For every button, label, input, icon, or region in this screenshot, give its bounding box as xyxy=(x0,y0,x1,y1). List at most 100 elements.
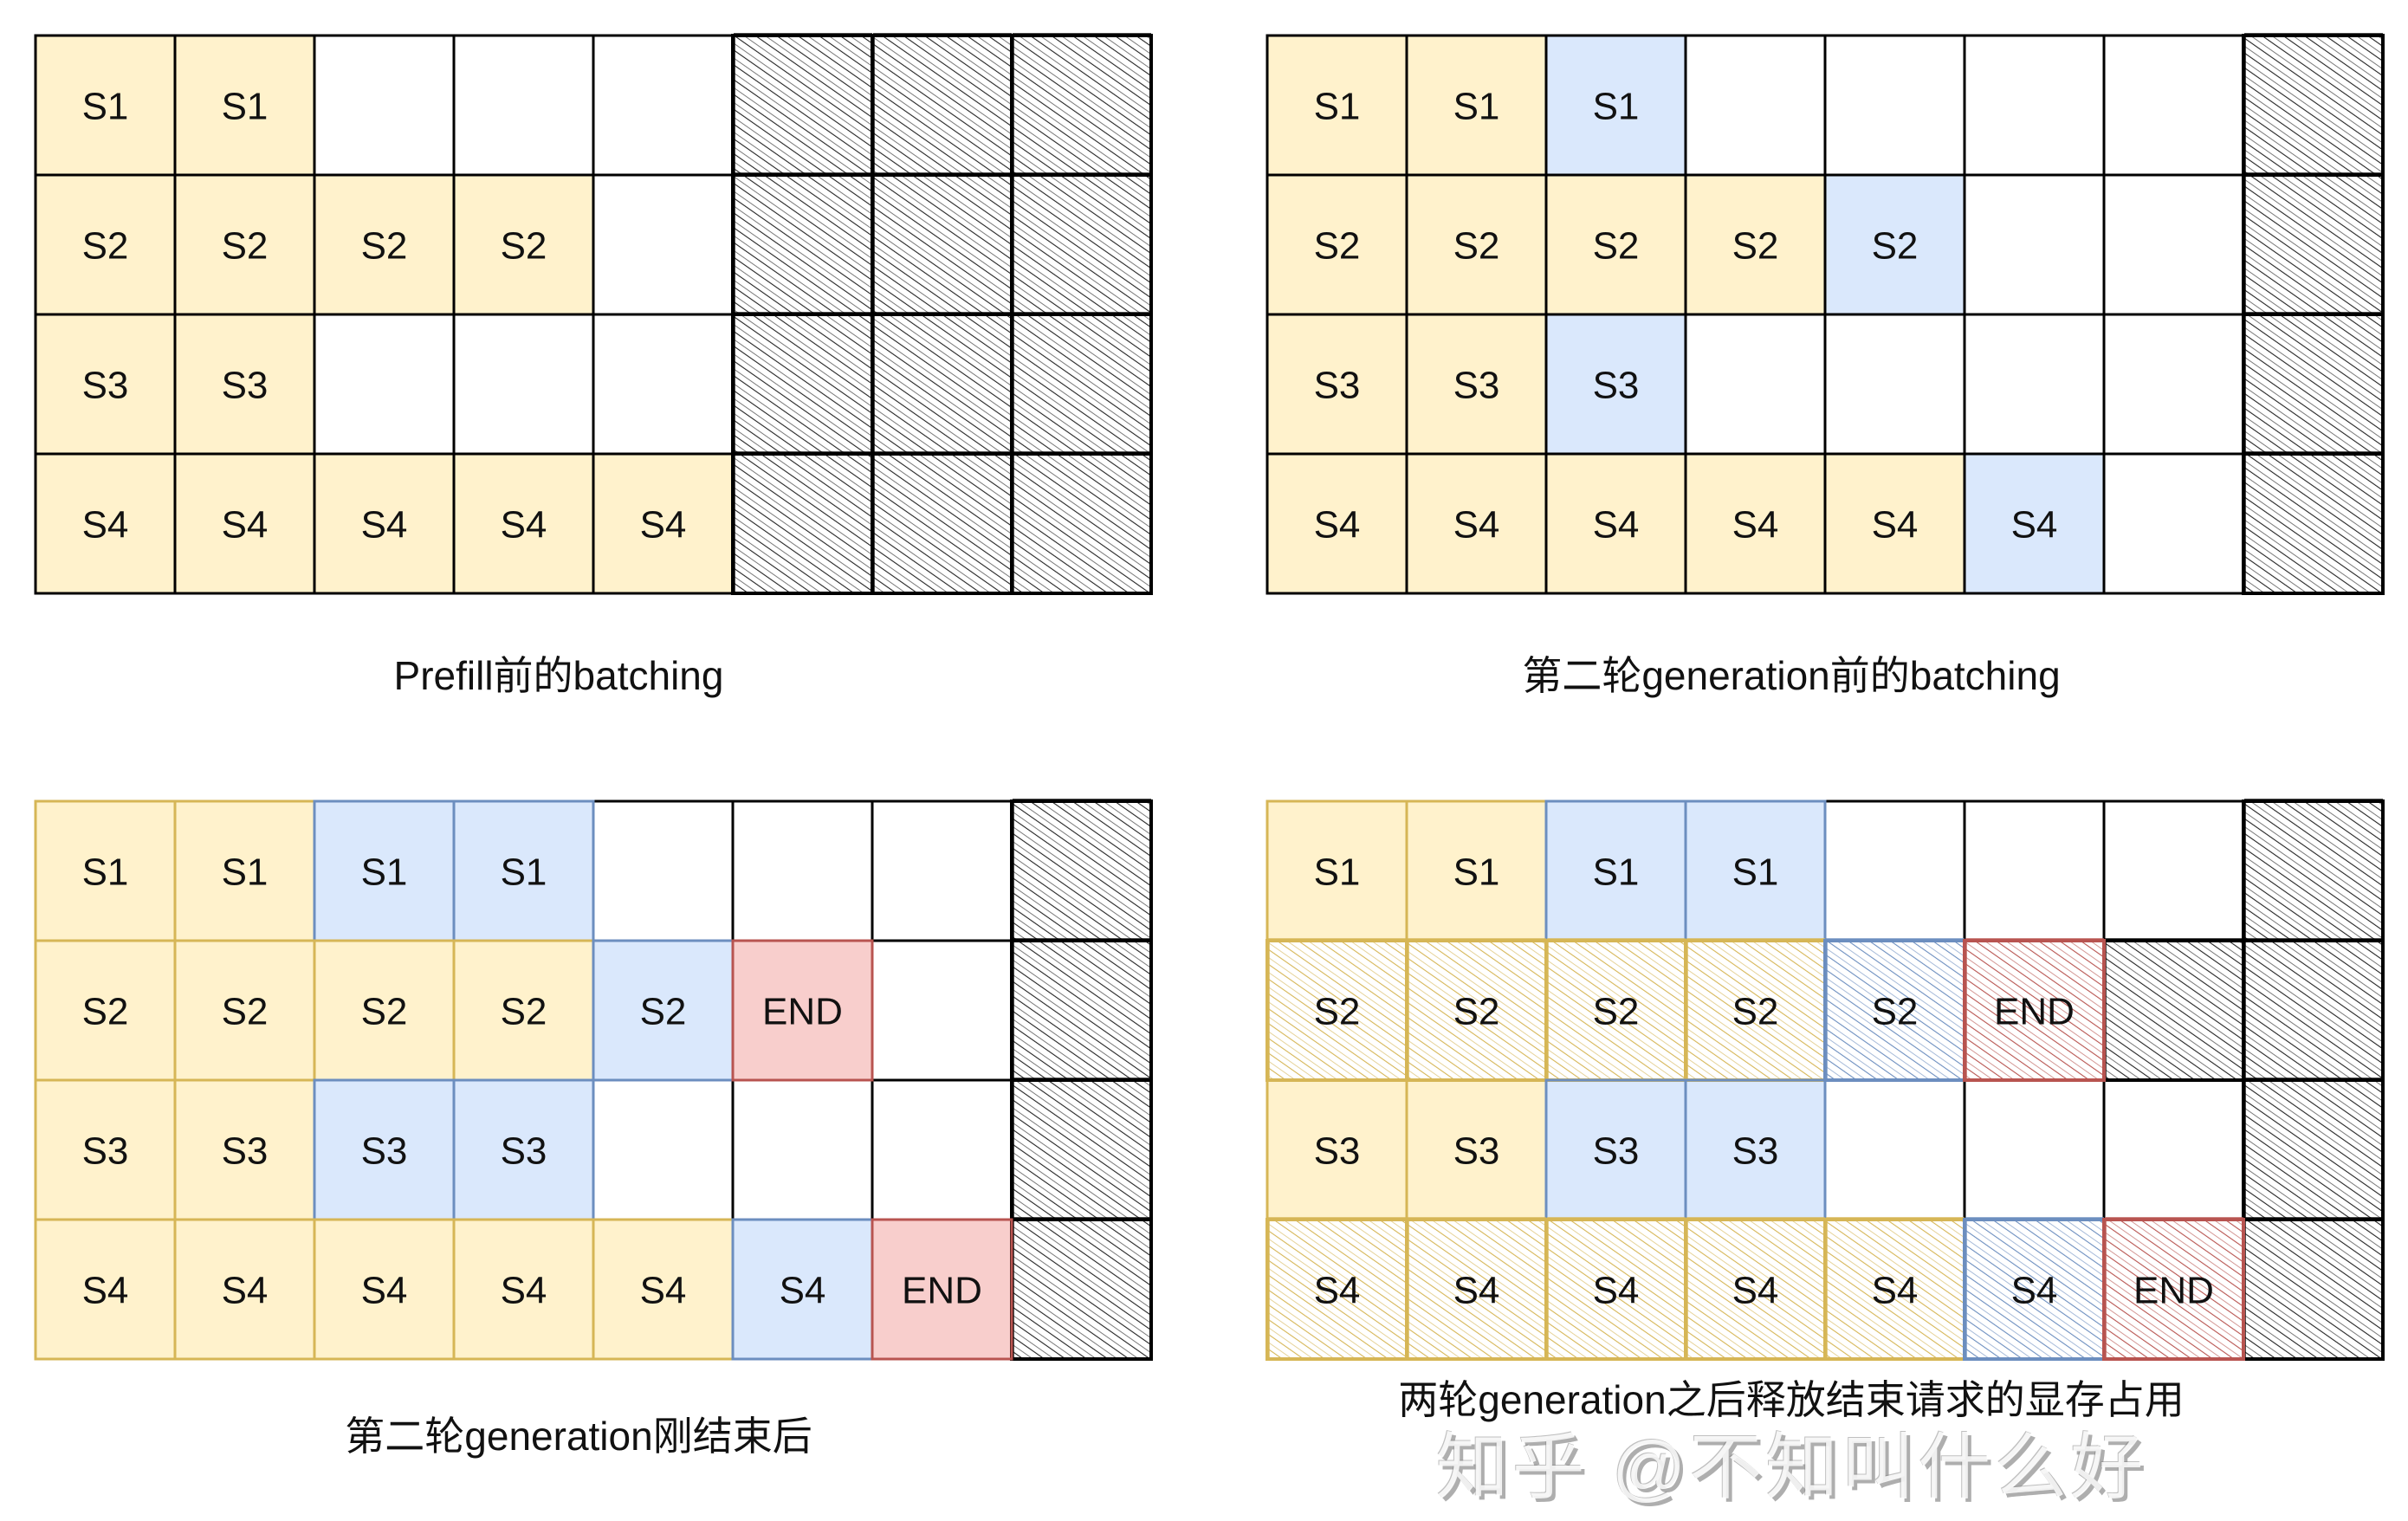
cell-label: S4 xyxy=(1872,504,1919,547)
cell-fill xyxy=(314,36,454,175)
cell-hatch xyxy=(872,175,1012,314)
grid-before-second-generation: S1 S1 S1 S2 S2 S2 S2 S2 S3 S3 S3 S4 S4 S4 S4 S4 S4 xyxy=(1265,33,2393,607)
cell-label: S4 xyxy=(1453,504,1500,547)
cell-s3: S3 xyxy=(1407,314,1546,454)
cell-s3: S3 xyxy=(1546,1080,1686,1220)
cell-hatch xyxy=(2243,36,2383,175)
cell-hatch xyxy=(1012,314,1151,454)
cell-fill xyxy=(36,941,175,1080)
cell-fill xyxy=(1267,941,1407,1080)
cell-fill xyxy=(733,941,872,1080)
cell-fill xyxy=(36,1080,175,1220)
cell-fill xyxy=(593,36,733,175)
cell-fill xyxy=(1825,36,1965,175)
cell-s3: S3 xyxy=(175,314,314,454)
cell-label: S4 xyxy=(82,1270,129,1312)
cell-s4: S4 xyxy=(1825,1220,1965,1359)
cell-label: S2 xyxy=(361,225,408,268)
cell-hatch xyxy=(733,175,872,314)
cell-fill xyxy=(1407,801,1546,941)
cell-fill xyxy=(1546,314,1686,454)
cell-s4: S4 xyxy=(593,454,733,593)
cell-label: S1 xyxy=(222,851,269,894)
cell-fill xyxy=(872,36,1012,175)
cell-label: S4 xyxy=(501,504,547,547)
cell-s3: S3 xyxy=(314,1080,454,1220)
cell-label: S2 xyxy=(82,225,129,268)
cell-s4: S4 xyxy=(1407,1220,1546,1359)
cell-fill xyxy=(175,314,314,454)
cell-s4: S4 xyxy=(175,1220,314,1359)
cell-fill xyxy=(872,1220,1012,1359)
watermark: 知乎 @不知叫什么好 xyxy=(1435,1427,2147,1508)
cell-fill xyxy=(1407,1220,1546,1359)
cell-hatch xyxy=(2243,454,2383,593)
cell-fill xyxy=(1825,1220,1965,1359)
caption-prefill: Prefill前的batching xyxy=(393,653,724,698)
cell-sketch-border xyxy=(1013,451,1151,595)
cell-label: S1 xyxy=(1593,86,1640,128)
cell-label: S2 xyxy=(1872,991,1919,1033)
cell-fill xyxy=(175,801,314,941)
cell-fill xyxy=(2243,801,2383,941)
cell-fill xyxy=(175,454,314,593)
cell-fill xyxy=(314,801,454,941)
cell-empty xyxy=(1965,801,2104,941)
cell-label: S2 xyxy=(501,991,547,1033)
cell-s2: S2 xyxy=(593,941,733,1080)
cell-s2: S2 xyxy=(1825,175,1965,314)
cell-s3: S3 xyxy=(454,1080,593,1220)
cell-label: S1 xyxy=(222,86,269,128)
cell-fill xyxy=(175,36,314,175)
cell-label: S3 xyxy=(82,365,129,407)
cell-label: S2 xyxy=(1314,225,1361,268)
cell-s2: S2 xyxy=(1686,941,1825,1080)
cell-fill xyxy=(2104,1080,2243,1220)
cell-label: S1 xyxy=(1314,86,1361,128)
cell-s2: S2 xyxy=(36,175,175,314)
cell-s4: S4 xyxy=(1407,454,1546,593)
cell-label: S1 xyxy=(1453,86,1500,128)
cell-label: S1 xyxy=(1453,851,1500,894)
cell-fill xyxy=(2243,454,2383,593)
cell-s3: S3 xyxy=(1267,314,1407,454)
cell-fill xyxy=(2243,314,2383,454)
cell-empty xyxy=(2104,1080,2243,1220)
cell-fill xyxy=(872,941,1012,1080)
cell-fill xyxy=(314,1220,454,1359)
cell-empty xyxy=(593,314,733,454)
cell-label: S3 xyxy=(1593,1130,1640,1173)
cell-label: S2 xyxy=(1732,225,1779,268)
cell-s4: S4 xyxy=(593,1220,733,1359)
cell-sketch-border xyxy=(2105,1217,2243,1361)
cell-hatch xyxy=(2243,175,2383,314)
cell-s1: S1 xyxy=(1546,801,1686,941)
cell-label: S4 xyxy=(361,1270,408,1312)
cell-fill xyxy=(314,454,454,593)
cell-fill xyxy=(1407,941,1546,1080)
cell-fill xyxy=(593,941,733,1080)
cell-s2: S2 xyxy=(314,175,454,314)
cell-s2: S2 xyxy=(314,941,454,1080)
cell-fill xyxy=(1825,801,1965,941)
cell-label: S4 xyxy=(222,504,269,547)
cell-s4: S4 xyxy=(1267,1220,1407,1359)
cell-s3: S3 xyxy=(36,314,175,454)
cell-empty xyxy=(454,36,593,175)
cell-empty xyxy=(314,36,454,175)
cell-hatch xyxy=(1012,1080,1151,1220)
cell-s2: S2 xyxy=(1686,175,1825,314)
cell-fill xyxy=(1407,1080,1546,1220)
cell-label: S1 xyxy=(82,851,129,894)
cell-fill xyxy=(2104,36,2243,175)
cell-fill xyxy=(1407,175,1546,314)
cell-fill xyxy=(175,1080,314,1220)
cell-s4: S4 xyxy=(1965,454,2104,593)
cell-hatch xyxy=(2104,941,2243,1080)
cell-label: S2 xyxy=(1872,225,1919,268)
cell-fill xyxy=(2243,1220,2383,1359)
cell-fill xyxy=(1686,36,1825,175)
cell-s1: S1 xyxy=(1267,801,1407,941)
cell-s2: S2 xyxy=(1546,175,1686,314)
cell-hatch xyxy=(733,454,872,593)
